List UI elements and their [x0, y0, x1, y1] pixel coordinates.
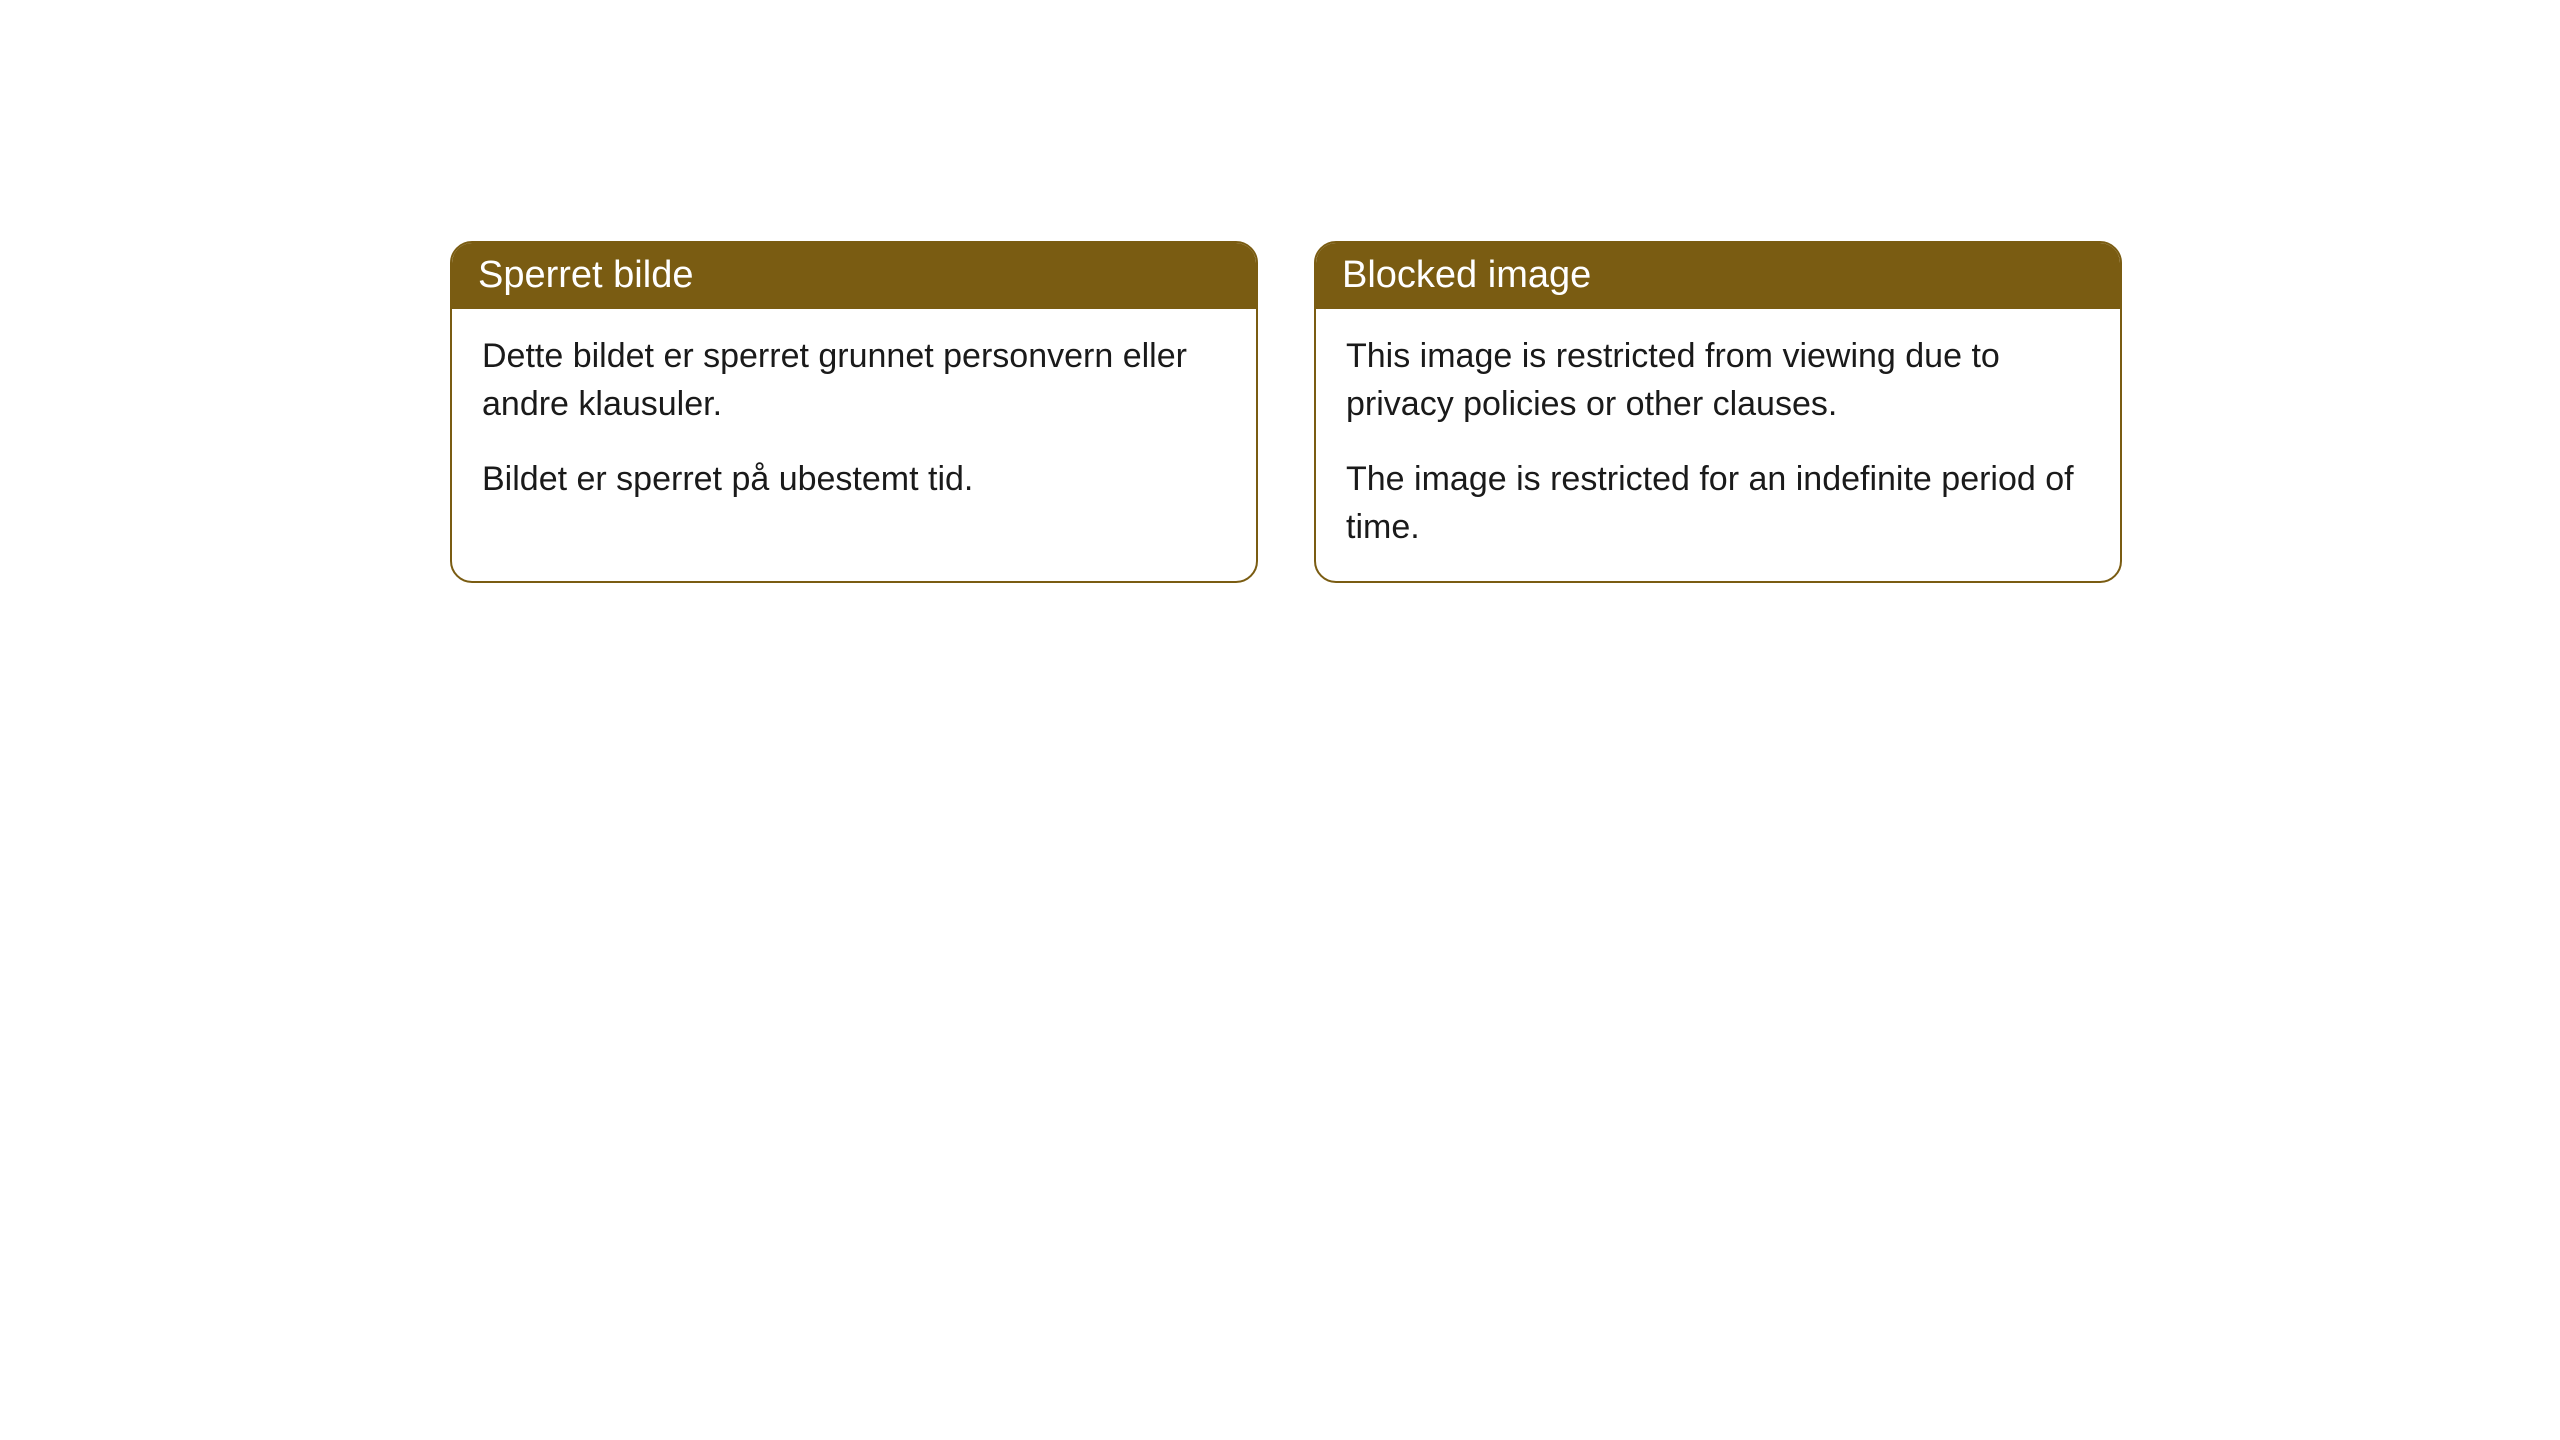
card-title: Blocked image [1342, 254, 1591, 296]
card-body: This image is restricted from viewing du… [1316, 309, 2120, 581]
card-paragraph-1: This image is restricted from viewing du… [1346, 333, 2090, 428]
card-header: Blocked image [1316, 243, 2120, 309]
card-body: Dette bildet er sperret grunnet personve… [452, 309, 1256, 534]
card-title: Sperret bilde [478, 254, 693, 296]
blocked-image-card-norwegian: Sperret bilde Dette bildet er sperret gr… [450, 241, 1258, 583]
cards-container: Sperret bilde Dette bildet er sperret gr… [0, 0, 2560, 583]
card-paragraph-2: Bildet er sperret på ubestemt tid. [482, 456, 1226, 504]
blocked-image-card-english: Blocked image This image is restricted f… [1314, 241, 2122, 583]
card-header: Sperret bilde [452, 243, 1256, 309]
card-paragraph-2: The image is restricted for an indefinit… [1346, 456, 2090, 551]
card-paragraph-1: Dette bildet er sperret grunnet personve… [482, 333, 1226, 428]
